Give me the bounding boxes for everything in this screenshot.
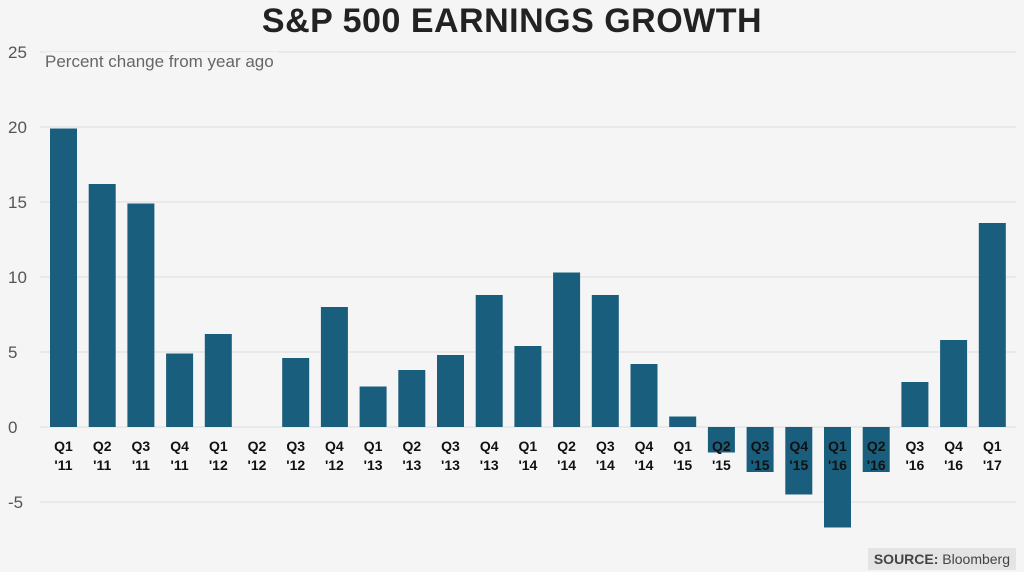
bar-q1-15	[669, 416, 697, 427]
bar-q3-14	[591, 295, 619, 427]
x-category-label: Q3'14	[596, 438, 615, 473]
x-category-label: Q3'12	[286, 438, 305, 473]
x-category-label: Q4'14	[635, 438, 654, 473]
bar-q4-15	[785, 427, 813, 495]
bar-q2-11	[88, 184, 116, 427]
bar-q2-15	[707, 427, 735, 453]
y-tick-label: 20	[8, 118, 27, 137]
bar-q2-13	[398, 370, 426, 427]
bar-q4-14	[630, 364, 658, 427]
bar-q3-16	[901, 382, 929, 427]
x-category-label: Q1'13	[364, 438, 383, 473]
bar-q4-11	[166, 353, 194, 427]
x-axis-labels: Q1'11 Q2'11 Q3'11 Q4'11 Q1'12 Q2'12 Q3'12 Q4'12…	[54, 438, 1002, 473]
x-category-label: Q2'13	[402, 438, 421, 473]
x-category-label: Q4'11	[170, 438, 189, 473]
x-category-label: Q1'11	[54, 438, 73, 473]
x-category-label: Q2'15	[712, 438, 731, 473]
y-tick-label: -5	[8, 493, 23, 512]
x-category-label: Q2'12	[248, 438, 267, 473]
x-category-label: Q1'17	[983, 438, 1002, 473]
bar-q3-11	[127, 203, 155, 427]
bar-q2-16	[862, 427, 890, 472]
x-category-label: Q4'13	[480, 438, 499, 473]
x-category-label: Q3'11	[132, 438, 151, 473]
y-tick-label: 5	[8, 343, 17, 362]
y-tick-label: 15	[8, 193, 27, 212]
x-category-label: Q1'12	[209, 438, 228, 473]
x-category-label: Q3'13	[441, 438, 460, 473]
y-axis-ticks: 25 20 15 10 5 0 -5	[8, 43, 27, 512]
x-category-label: Q3'16	[905, 438, 924, 473]
x-category-label: Q2'16	[867, 438, 886, 473]
bar-q4-12	[320, 307, 348, 427]
x-category-label: Q1'15	[673, 438, 692, 473]
bar-q4-13	[475, 295, 503, 427]
x-category-label: Q4'15	[789, 438, 808, 473]
bar-q1-17	[978, 223, 1006, 427]
chart-subtitle: Percent change from year ago	[45, 52, 278, 72]
y-tick-label: 10	[8, 268, 27, 287]
x-category-label: Q1'14	[518, 438, 537, 473]
source-value: Bloomberg	[942, 551, 1010, 567]
bar-layer	[50, 128, 1006, 528]
bar-q1-13	[359, 386, 387, 427]
x-category-label: Q4'16	[944, 438, 963, 473]
x-category-label: Q1'16	[828, 438, 847, 473]
bar-q3-12	[282, 358, 310, 427]
y-tick-label: 25	[8, 43, 27, 62]
x-category-label: Q3'15	[751, 438, 770, 473]
bar-q1-11	[50, 128, 77, 427]
source-label: SOURCE:	[873, 551, 939, 567]
x-category-label: Q4'12	[325, 438, 344, 473]
bar-q1-12	[204, 334, 232, 427]
bar-q2-14	[553, 272, 581, 427]
x-category-label: Q2'11	[93, 438, 112, 473]
bar-q4-16	[940, 340, 968, 427]
y-tick-label: 0	[8, 418, 17, 437]
bar-q3-13	[437, 355, 464, 427]
chart-title: S&P 500 EARNINGS GROWTH	[261, 2, 763, 40]
bar-q1-14	[514, 346, 542, 427]
source-note: SOURCE: Bloomberg	[867, 548, 1016, 570]
bar-q1-16	[824, 427, 851, 528]
bar-q3-15	[746, 427, 774, 472]
x-category-label: Q2'14	[557, 438, 576, 473]
